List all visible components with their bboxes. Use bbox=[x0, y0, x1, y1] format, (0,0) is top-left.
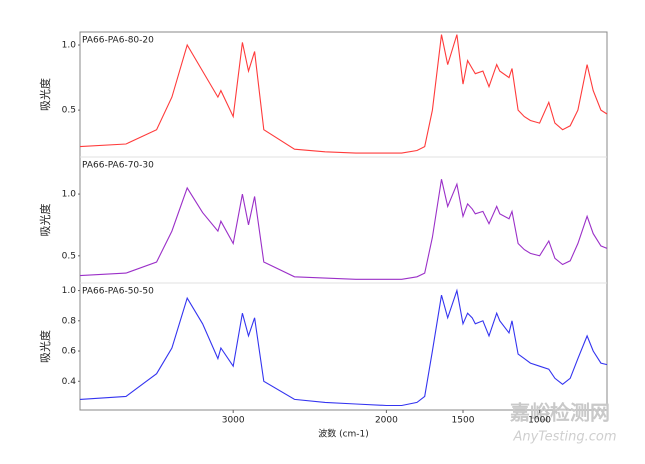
y-tick-label: 1.0 bbox=[62, 190, 77, 200]
spectrum-line bbox=[79, 34, 608, 154]
y-tick-label: 1.0 bbox=[62, 286, 77, 296]
logo-name: 嘉峪检测网 bbox=[509, 401, 610, 425]
panel-title: PA66-PA6-80-20 bbox=[82, 36, 154, 46]
logo-url: AnyTesting.com bbox=[512, 430, 616, 445]
y-axis-label: 吸光度 bbox=[38, 204, 52, 237]
x-axis-label: 波数 (cm-1) bbox=[318, 428, 369, 440]
x-tick-label: 1500 bbox=[452, 416, 475, 426]
y-tick-label: 0.5 bbox=[62, 251, 76, 261]
y-tick-label: 0.4 bbox=[62, 377, 77, 387]
spectrum-line bbox=[79, 179, 608, 280]
x-tick-label: 1000 bbox=[528, 416, 551, 426]
y-tick-label: 1.0 bbox=[62, 41, 77, 51]
y-axis-label: 吸光度 bbox=[38, 330, 52, 363]
panel-title: PA66-PA6-70-30 bbox=[82, 161, 154, 171]
y-axis-label: 吸光度 bbox=[38, 78, 52, 111]
panel-title: PA66-PA6-50-50 bbox=[82, 287, 154, 297]
y-tick-label: 0.8 bbox=[62, 316, 77, 326]
spectrum-line bbox=[79, 288, 608, 407]
plot-frame bbox=[79, 31, 608, 411]
x-tick-label: 3000 bbox=[222, 416, 245, 426]
y-tick-label: 0.6 bbox=[62, 347, 77, 357]
x-tick-label: 2000 bbox=[375, 416, 398, 426]
y-tick-label: 0.5 bbox=[62, 106, 76, 116]
